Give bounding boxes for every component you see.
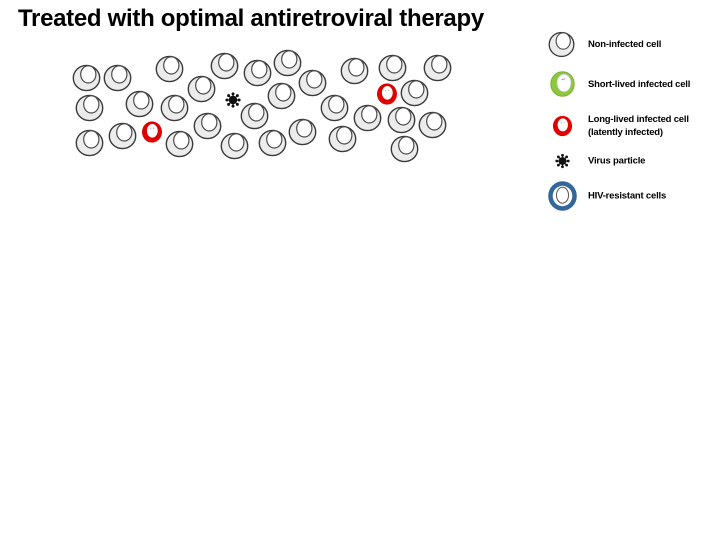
legend-label-long-lived-line2: (latently infected) [588,127,663,138]
cell-non-infected [267,81,297,110]
cell-non-infected [75,93,105,122]
legend-label-long-lived-line1: Long-lived infected cell [588,114,689,125]
cell-non-infected [400,78,430,107]
cell-non-infected [353,103,383,132]
virus-particle [225,92,241,108]
cell-non-infected [288,117,318,146]
legend-label-long-lived: Long-lived infected cell (latently infec… [588,113,689,139]
cell-non-infected [418,110,448,139]
legend-item-short-lived: Short-lived infected cell [546,71,690,97]
cell-non-infected [103,63,133,92]
cell-non-infected [258,128,288,157]
virus-particle-icon [546,153,578,169]
cell-non-infected [390,134,420,163]
legend-label-non-infected: Non-infected cell [588,38,662,50]
non-infected-cell-icon [546,30,578,58]
cell-non-infected [378,53,408,82]
cell-non-infected [210,51,240,80]
cell-non-infected [187,74,217,103]
cell-non-infected [155,54,185,83]
page-title: Treated with optimal antiretroviral ther… [18,5,484,32]
cell-long-lived-infected [141,121,163,143]
cell-non-infected [160,93,190,122]
legend-item-resistant: HIV-resistant cells [546,181,666,212]
legend-item-non-infected: Non-infected cell [546,30,661,58]
cell-non-infected [320,93,350,122]
cell-non-infected [298,68,328,97]
cell-non-infected [387,105,417,134]
legend-item-virus: Virus particle [546,153,646,169]
cell-non-infected [75,128,105,157]
cell-non-infected [273,48,303,77]
cell-non-infected [243,58,273,87]
cell-non-infected [340,56,370,85]
long-lived-infected-cell-icon [546,115,578,137]
cell-non-infected [240,101,270,130]
cell-non-infected [72,63,102,92]
cell-long-lived-infected [376,83,398,105]
cell-non-infected [108,121,138,150]
cell-non-infected [165,129,195,158]
cell-non-infected [125,89,155,118]
legend-label-virus: Virus particle [588,155,646,167]
legend-label-resistant: HIV-resistant cells [588,190,667,202]
cell-non-infected [423,53,453,82]
cell-non-infected [328,124,358,153]
legend-label-short-lived: Short-lived infected cell [588,78,691,90]
cell-non-infected [193,111,223,140]
legend-item-long-lived: Long-lived infected cell (latently infec… [546,113,689,139]
cell-non-infected [220,131,250,160]
short-lived-infected-cell-icon [546,71,578,97]
hiv-resistant-cell-icon [546,181,578,212]
